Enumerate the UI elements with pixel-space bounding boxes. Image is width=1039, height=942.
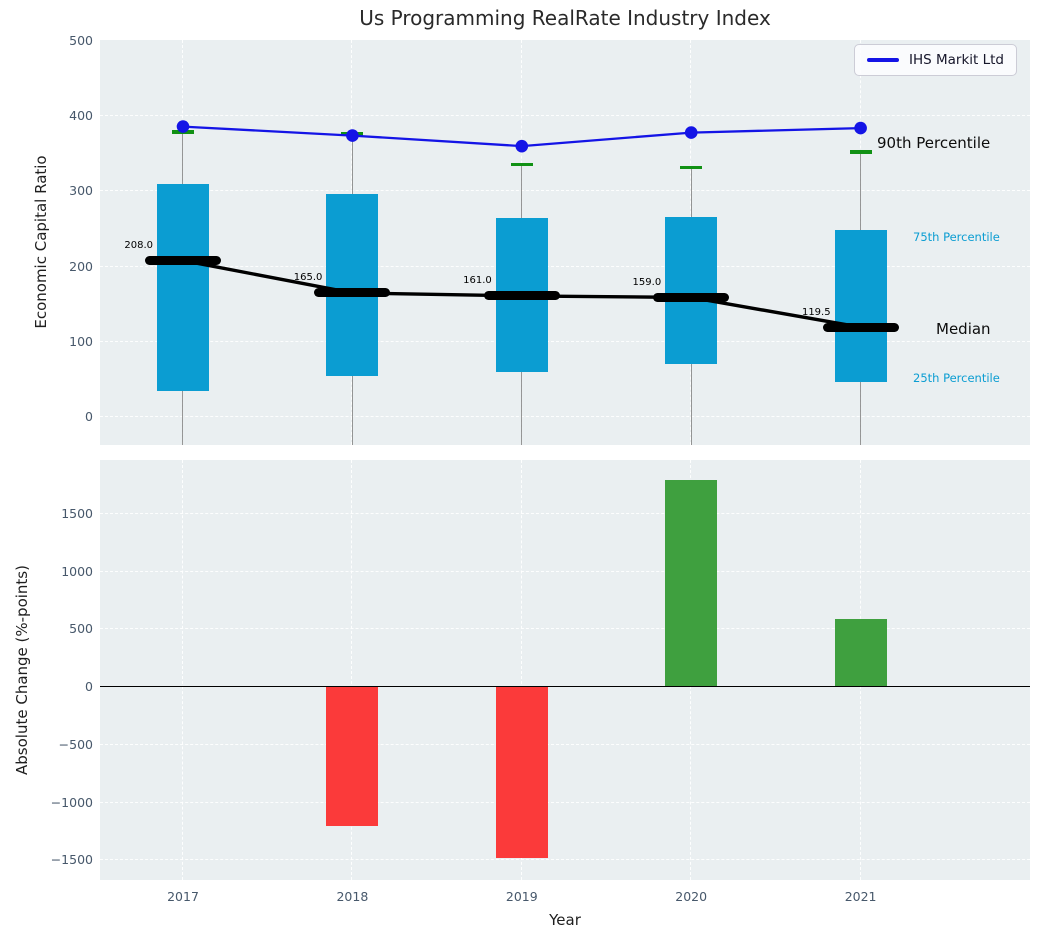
median-marker — [822, 322, 899, 332]
y-tick-label: 100 — [69, 333, 93, 349]
y-tick-label: 0 — [85, 679, 93, 695]
change-bar-negative — [326, 687, 379, 826]
legend: IHS Markit Ltd — [854, 44, 1018, 76]
median-value-label: 159.0 — [632, 276, 662, 288]
panel-background — [100, 40, 1030, 445]
y-axis-label-bottom: Absolute Change (%-points) — [13, 565, 31, 775]
y-tick-label: 1000 — [61, 563, 93, 579]
y-tick-label: 500 — [69, 32, 93, 48]
y-tick-label: 500 — [69, 621, 93, 637]
gridline-horizontal — [100, 859, 1030, 861]
chart-title: Us Programming RealRate Industry Index — [359, 6, 771, 30]
x-tick-label: 2021 — [844, 889, 877, 904]
x-axis-label: Year — [549, 911, 581, 929]
gridline-vertical — [182, 460, 183, 880]
y-tick-label: 1500 — [61, 505, 93, 521]
median-value-label: 119.5 — [801, 306, 831, 318]
median-marker — [314, 288, 391, 298]
whisker-cap-90th — [172, 130, 194, 134]
y-tick-label: 400 — [69, 108, 93, 124]
change-bar-positive — [665, 480, 718, 688]
zero-line — [100, 686, 1030, 688]
gridline-vertical — [520, 460, 522, 880]
gridline-horizontal — [100, 801, 1030, 803]
gridline-horizontal — [100, 512, 1030, 514]
x-tick-label: 2020 — [675, 889, 708, 904]
gridline-horizontal — [100, 265, 1030, 267]
gridline-horizontal — [100, 115, 1030, 117]
annotation-75th-percentile: 75th Percentile — [913, 230, 1000, 244]
whisker-cap-90th — [849, 150, 872, 154]
percentile-box — [665, 216, 718, 364]
y-tick-label: 200 — [69, 258, 93, 274]
median-marker — [145, 256, 221, 266]
x-tick-label: 2017 — [167, 889, 199, 904]
median-value-label: 165.0 — [293, 272, 323, 284]
legend-line-sample-icon — [867, 58, 899, 62]
gridline-horizontal — [100, 190, 1030, 192]
x-tick-label: 2019 — [505, 889, 538, 904]
y-tick-label: −1500 — [50, 852, 93, 868]
median-value-label: 161.0 — [463, 275, 492, 287]
whisker-cap-90th — [680, 165, 703, 169]
change-bar-negative — [495, 687, 548, 858]
median-marker — [653, 292, 730, 302]
y-tick-label: −1000 — [50, 794, 93, 810]
gridline-vertical — [351, 460, 353, 880]
change-bar-positive — [834, 618, 887, 688]
y-tick-label: 0 — [85, 409, 93, 425]
y-axis-label-top: Economic Capital Ratio — [32, 155, 50, 329]
gridline-horizontal — [100, 570, 1030, 572]
legend-label: IHS Markit Ltd — [909, 52, 1005, 68]
gridline-horizontal — [100, 743, 1030, 745]
gridline-horizontal — [100, 340, 1030, 342]
annotation-90th-percentile: 90th Percentile — [877, 134, 991, 152]
percentile-box — [157, 183, 209, 391]
annotation-median: Median — [936, 320, 991, 338]
median-value-label: 208.0 — [124, 240, 153, 252]
whisker-cap-90th — [341, 132, 364, 136]
gridline-horizontal — [100, 628, 1030, 630]
panel-background — [100, 460, 1030, 880]
y-tick-label: 300 — [69, 183, 93, 199]
whisker-cap-90th — [510, 162, 533, 166]
x-tick-label: 2018 — [336, 889, 369, 904]
annotation-25th-percentile: 25th Percentile — [913, 371, 1000, 385]
gridline-horizontal — [100, 416, 1030, 418]
percentile-box — [834, 229, 887, 382]
percentile-box — [326, 193, 379, 377]
y-tick-label: −500 — [58, 736, 93, 752]
median-marker — [483, 291, 560, 301]
